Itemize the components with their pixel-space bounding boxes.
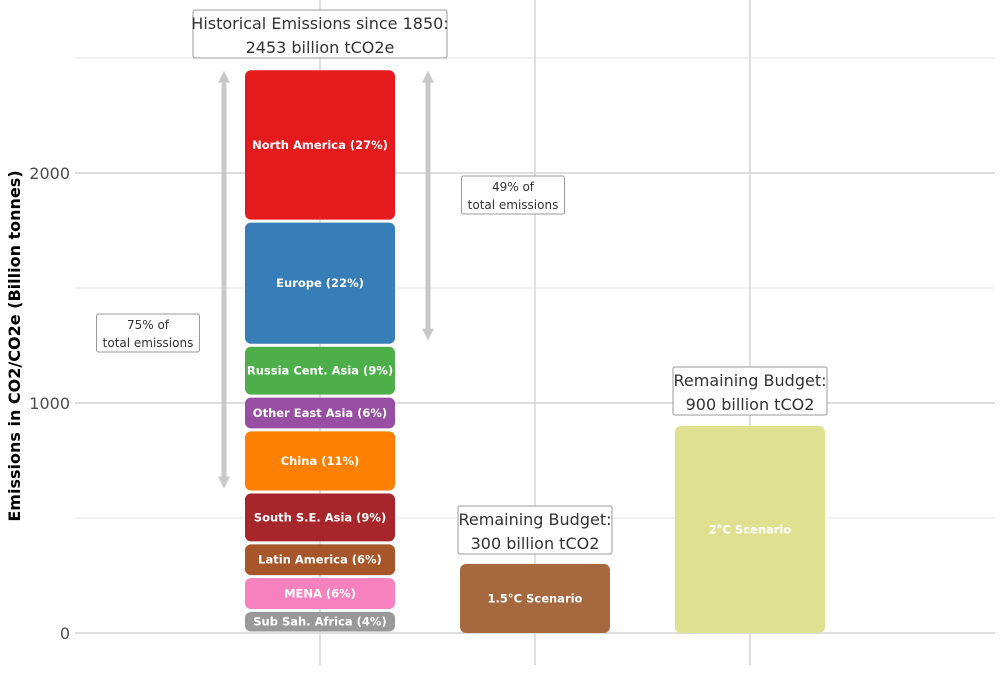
scenario-bar [460,564,610,633]
bar-segment [245,222,395,344]
bar-segment [245,431,395,491]
annotation-text: Remaining Budget: [674,371,827,390]
y-tick-label: 2000 [29,164,70,183]
annotation-box [457,505,613,555]
bar-segment-label: Sub Sah. Africa (4%) [253,615,386,629]
bracket-label: 49% of [492,180,535,194]
bar-segment [245,70,395,220]
bar-segment-label: Latin America (6%) [258,553,382,567]
annotation-box [672,366,828,416]
bracket-label-box [461,175,565,215]
bar-segment-label: Russia Cent. Asia (9%) [247,364,393,378]
annotation-text: Remaining Budget: [459,510,612,529]
bracket-arrow-up [218,70,230,83]
annotation-text: 900 billion tCO2 [686,395,815,414]
bracket-label: 75% of [127,318,170,332]
bar-segment-label: Other East Asia (6%) [253,406,387,420]
bar-segment-label: China (11%) [281,454,360,468]
bar-segment-label: MENA (6%) [284,587,356,601]
annotations: Historical Emissions since 1850: 2453 bil… [191,9,828,555]
bar-segment [245,346,395,395]
bars: Sub Sah. Africa (4%) MENA (6%) Latin Ameri… [245,70,825,633]
annotation-text: 2453 billion tCO2e [246,38,395,57]
y-tick-label: 1000 [29,394,70,413]
bar-segment [245,493,395,542]
bracket-label: total emissions [103,336,194,350]
scenario-bar-label: 1.5°C Scenario [488,592,583,606]
annotation-box [192,9,448,59]
y-tick-label: 0 [60,624,70,643]
bar-segment-label: South S.E. Asia (9%) [254,510,386,524]
bar-segment [245,397,395,429]
bar-segment [245,544,395,576]
annotation-text: 300 billion tCO2 [471,534,600,553]
scenario-bar-label: 2°C Scenario [709,523,792,537]
bracket-arrow-down [422,328,434,341]
annotation-text: Historical Emissions since 1850: [191,14,448,33]
bracket-label: total emissions [468,198,559,212]
brackets: 75% of total emissions 49% of total emissio… [96,70,565,489]
bracket-label-box [96,313,200,353]
bar-segment-label: Europe (22%) [276,276,364,290]
y-axis-title: Emissions in CO2/CO2e (Billion tonnes) [5,170,24,521]
bar-segment-label: North America (27%) [252,138,388,152]
bracket-arrow-down [218,476,230,489]
bar-segment [245,578,395,609]
bracket-arrow-up [422,70,434,83]
y-axis: 0 1000 2000 [29,164,70,643]
bar-segment [245,611,395,632]
scenario-bar [675,426,825,633]
